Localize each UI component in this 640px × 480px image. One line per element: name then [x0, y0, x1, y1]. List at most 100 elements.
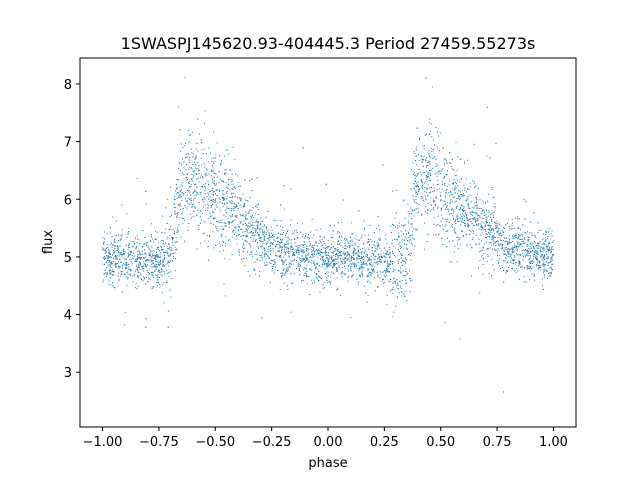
data-point: [120, 270, 122, 272]
data-point: [509, 242, 511, 244]
data-point: [424, 206, 426, 208]
data-point: [273, 265, 275, 267]
data-point: [201, 186, 203, 188]
data-point: [510, 248, 512, 250]
data-point: [254, 227, 256, 229]
data-point: [289, 266, 291, 268]
data-point: [391, 239, 393, 241]
data-point: [344, 238, 346, 240]
data-point: [527, 251, 529, 253]
data-point: [446, 186, 448, 188]
data-point: [411, 244, 413, 246]
data-point: [272, 236, 274, 238]
data-point: [406, 249, 408, 251]
data-point: [238, 230, 240, 232]
data-point: [109, 273, 111, 275]
data-point: [258, 234, 260, 236]
data-point: [302, 260, 304, 262]
data-point: [369, 259, 371, 261]
data-point: [495, 242, 497, 244]
data-point: [363, 243, 365, 245]
data-point: [240, 215, 242, 217]
data-point: [171, 237, 173, 239]
data-point: [505, 240, 507, 242]
data-point: [278, 244, 280, 246]
data-point: [233, 192, 235, 194]
data-point: [107, 257, 109, 259]
data-point: [551, 257, 553, 259]
data-point: [360, 253, 362, 255]
data-point: [252, 221, 254, 223]
data-point: [281, 239, 283, 241]
data-point: [186, 156, 188, 158]
data-point: [142, 268, 144, 270]
data-point: [238, 234, 240, 236]
data-point: [494, 237, 496, 238]
data-point: [274, 259, 276, 261]
data-point: [305, 267, 307, 269]
data-point: [179, 205, 181, 207]
data-point: [392, 282, 394, 284]
data-point: [472, 237, 474, 239]
data-point: [152, 263, 154, 265]
data-point: [426, 166, 428, 168]
data-point: [150, 250, 152, 252]
data-point: [118, 240, 120, 242]
data-point: [111, 246, 113, 248]
data-point: [243, 244, 245, 246]
data-point: [123, 273, 125, 275]
data-point: [430, 130, 431, 132]
data-point: [442, 244, 444, 246]
data-point: [529, 232, 531, 234]
data-point: [210, 215, 212, 217]
data-point: [349, 259, 351, 261]
data-point: [246, 229, 248, 231]
data-point: [368, 259, 370, 261]
data-point: [491, 218, 493, 220]
data-point: [388, 270, 390, 272]
data-point: [339, 255, 341, 257]
data-point: [125, 245, 127, 247]
data-point: [459, 158, 461, 160]
data-point: [336, 262, 338, 264]
data-point: [189, 159, 191, 161]
data-point: [152, 253, 154, 255]
data-point: [513, 243, 515, 245]
data-point: [301, 223, 303, 225]
data-point: [482, 200, 484, 202]
data-point: [242, 224, 244, 226]
data-point: [404, 243, 406, 245]
data-point: [161, 268, 163, 270]
data-point: [193, 175, 195, 177]
data-point: [453, 196, 455, 198]
data-point: [265, 232, 267, 234]
data-point: [405, 259, 407, 261]
data-point: [483, 253, 485, 255]
data-point: [373, 271, 375, 273]
data-point: [462, 209, 464, 211]
data-point: [128, 268, 130, 270]
data-point: [371, 269, 373, 271]
data-point: [413, 215, 415, 217]
data-point: [544, 240, 546, 242]
data-point: [220, 160, 222, 162]
data-point: [386, 251, 388, 253]
data-point: [527, 275, 529, 277]
data-point: [518, 278, 520, 280]
data-point: [108, 264, 110, 266]
data-point: [190, 217, 192, 219]
data-point: [530, 247, 532, 249]
data-point: [209, 191, 211, 192]
data-point: [109, 227, 111, 229]
data-point: [150, 223, 152, 225]
data-point: [174, 199, 176, 201]
data-point: [322, 287, 324, 289]
data-point: [313, 280, 315, 282]
data-point: [146, 266, 148, 268]
data-point: [439, 150, 441, 152]
data-point: [209, 217, 211, 219]
data-point: [428, 150, 430, 152]
data-point: [550, 275, 552, 277]
data-point: [164, 251, 166, 253]
data-point: [542, 263, 544, 265]
